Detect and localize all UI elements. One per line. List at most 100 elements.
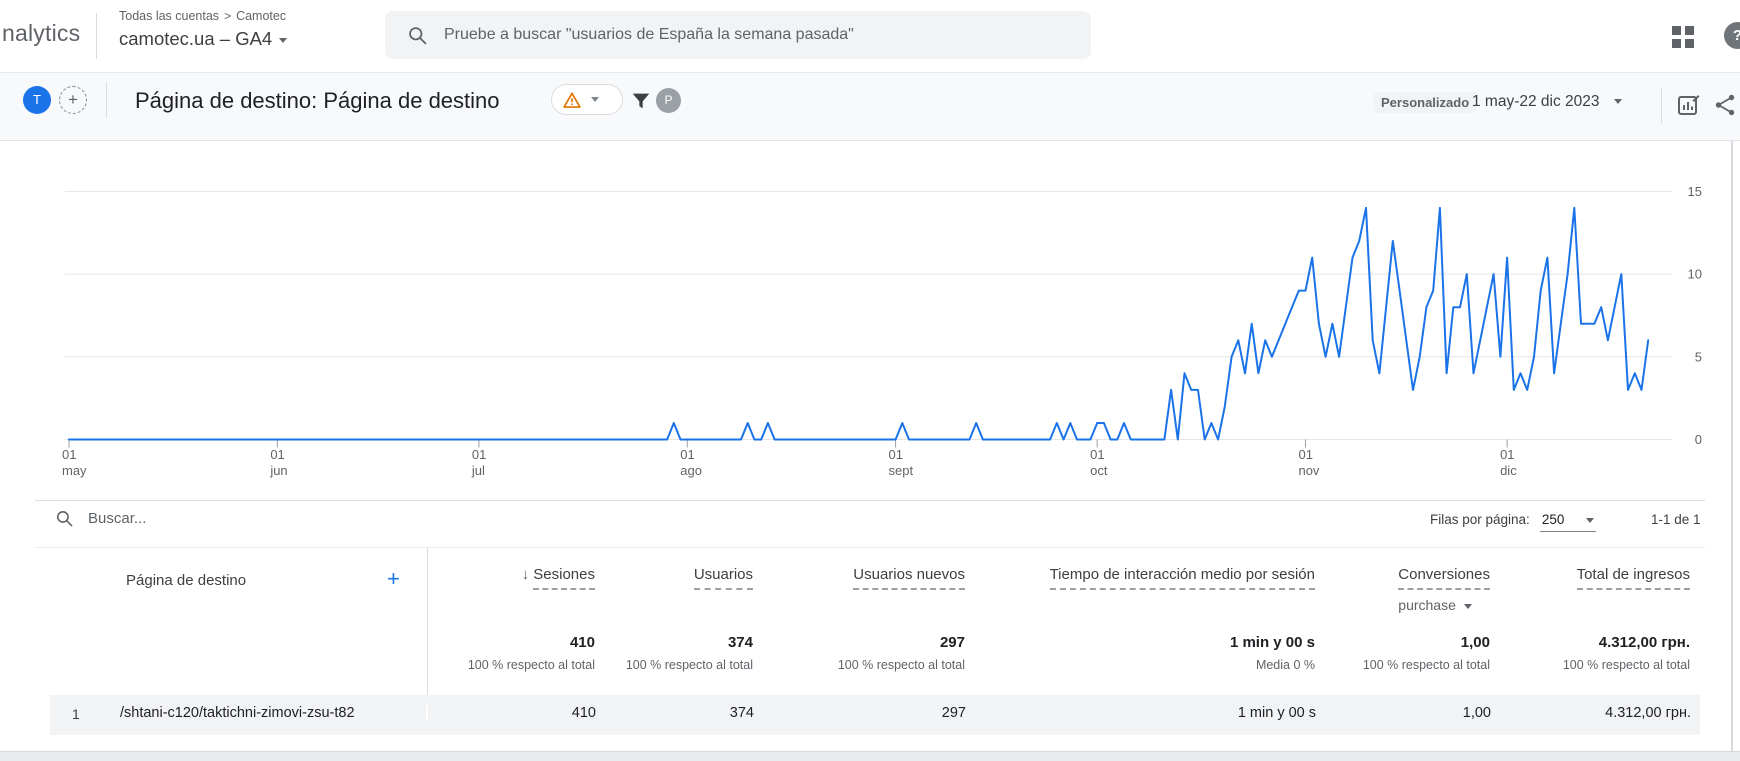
chevron-down-icon — [279, 37, 288, 43]
warning-icon — [563, 92, 581, 108]
analytics-logo: nalytics — [2, 20, 81, 46]
cell-users: 374 — [729, 705, 754, 721]
column-header-sessions[interactable]: ↓ Sesiones — [522, 566, 595, 590]
rows-per-page-value: 250 — [1541, 512, 1565, 527]
svg-text:01: 01 — [889, 447, 903, 462]
column-header-label: Sesiones — [533, 566, 595, 590]
filter-icon[interactable] — [630, 90, 652, 112]
divider — [35, 547, 1705, 548]
total-new-users: 297 — [939, 634, 965, 651]
svg-text:5: 5 — [1695, 349, 1702, 364]
breadcrumb-root: Todas las cuentas — [119, 9, 220, 23]
property-name: camotec.ua – GA4 — [119, 28, 273, 49]
rows-per-page: Filas por página: 250 — [1430, 512, 1597, 532]
property-badge[interactable]: P — [656, 88, 681, 113]
scrollbar[interactable] — [1731, 141, 1733, 751]
customize-report-icon[interactable] — [1676, 92, 1702, 118]
divider — [35, 500, 1705, 501]
column-header-avg-engagement-time[interactable]: Tiempo de interacción medio por sesión — [1049, 566, 1315, 590]
column-header-total-revenue[interactable]: Total de ingresos — [1576, 566, 1690, 590]
chevron-down-icon — [591, 97, 599, 102]
date-custom-label: Personalizado — [1374, 92, 1477, 113]
svg-text:0: 0 — [1695, 432, 1702, 447]
avatar[interactable]: T — [23, 86, 51, 114]
column-header-label: Conversiones — [1398, 566, 1490, 590]
global-search[interactable] — [385, 11, 1091, 59]
svg-text:sept: sept — [889, 463, 914, 478]
search-icon — [56, 510, 73, 527]
total-conversions-subtext: 100 % respecto al total — [1362, 658, 1490, 672]
row-background — [50, 695, 1700, 735]
pagination-status: 1-1 de 1 — [1651, 512, 1701, 527]
column-header-label: Total de ingresos — [1576, 566, 1690, 590]
total-engagement-subtext: Media 0 % — [1255, 658, 1315, 672]
add-comparison-button[interactable]: + — [59, 86, 87, 114]
table-search[interactable] — [55, 509, 388, 528]
table-search-input[interactable] — [88, 510, 388, 527]
help-icon[interactable]: ? — [1724, 22, 1740, 49]
cell-conversions: 1,00 — [1462, 705, 1491, 721]
total-sessions-subtext: 100 % respecto al total — [467, 658, 595, 672]
property-selector[interactable]: camotec.ua – GA4 — [119, 28, 288, 50]
global-search-input[interactable] — [444, 26, 1064, 44]
search-icon — [409, 26, 427, 44]
chevron-down-icon — [1463, 603, 1472, 609]
cell-new-users: 297 — [941, 705, 966, 721]
breadcrumb-account: Camotec — [236, 9, 287, 23]
conversion-event-value: purchase — [1398, 597, 1456, 613]
cell-engagement-time: 1 min y 00 s — [1237, 705, 1316, 721]
svg-text:nov: nov — [1298, 463, 1319, 478]
column-divider — [427, 548, 428, 695]
svg-text:15: 15 — [1688, 184, 1702, 199]
divider — [1661, 89, 1662, 123]
table-row: 1 /shtani-c120/taktichni-zimovi-zsu-t82 … — [35, 695, 1705, 735]
column-header-new-users[interactable]: Usuarios nuevos — [853, 566, 965, 590]
column-header-label: Usuarios nuevos — [853, 566, 965, 590]
rows-per-page-select[interactable]: 250 — [1539, 512, 1597, 532]
svg-text:dic: dic — [1500, 463, 1517, 478]
column-header-users[interactable]: Usuarios — [693, 566, 753, 590]
total-engagement-time: 1 min y 00 s — [1229, 634, 1315, 651]
app-bar: nalytics Todas las cuentas > Camotec camot… — [0, 0, 1740, 72]
sort-desc-icon: ↓ — [521, 566, 530, 583]
divider — [96, 13, 97, 59]
total-users: 374 — [727, 634, 753, 651]
apps-grid-icon[interactable] — [1672, 26, 1694, 48]
svg-text:jun: jun — [269, 463, 287, 478]
row-index: 1 — [72, 706, 80, 722]
table-totals-row: 410 100 % respecto al total 374 100 % re… — [35, 630, 1705, 692]
chevron-down-icon — [1613, 99, 1622, 105]
svg-text:01: 01 — [62, 447, 76, 462]
column-header-label: Tiempo de interacción medio por sesión — [1049, 566, 1315, 590]
svg-text:01: 01 — [680, 447, 694, 462]
data-quality-badge[interactable] — [551, 84, 623, 115]
svg-text:01: 01 — [1500, 447, 1514, 462]
svg-text:10: 10 — [1688, 267, 1702, 282]
cell-revenue: 4.312,00 грн. — [1605, 705, 1691, 721]
svg-text:01: 01 — [472, 447, 486, 462]
add-column-button[interactable]: + — [387, 566, 400, 591]
total-conversions: 1,00 — [1460, 634, 1490, 651]
column-header-landing-page[interactable]: Página de destino — [126, 572, 247, 589]
total-sessions: 410 — [569, 634, 595, 651]
share-icon[interactable] — [1712, 92, 1738, 118]
date-range-picker[interactable]: 1 may-22 dic 2023 — [1472, 93, 1622, 111]
page-title: Página de destino: Página de destino — [135, 88, 500, 113]
svg-text:01: 01 — [1298, 447, 1312, 462]
total-revenue: 4.312,00 грн. — [1598, 634, 1690, 651]
bottom-strip — [0, 751, 1740, 761]
conversion-event-select[interactable]: purchase — [1398, 597, 1490, 613]
divider — [106, 82, 107, 118]
svg-text:01: 01 — [270, 447, 284, 462]
cell-sessions: 410 — [571, 705, 596, 721]
svg-text:may: may — [62, 463, 87, 478]
total-revenue-subtext: 100 % respecto al total — [1562, 658, 1690, 672]
column-header-conversions[interactable]: Conversiones purchase — [1398, 566, 1490, 613]
table-header-row: Página de destino + ↓ Sesiones Usuarios U… — [35, 548, 1705, 630]
breadcrumb: Todas las cuentas > Camotec — [119, 9, 286, 23]
date-range-text: 1 may-22 dic 2023 — [1472, 93, 1600, 110]
svg-text:oct: oct — [1090, 463, 1108, 478]
sessions-line-chart: 0 5 10 15 01 may 01 jun 01 jul 01 ago 01 sept 01 oct 01 n… — [0, 141, 1740, 500]
chevron-down-icon — [1586, 517, 1595, 523]
total-users-subtext: 100 % respecto al total — [625, 658, 753, 672]
